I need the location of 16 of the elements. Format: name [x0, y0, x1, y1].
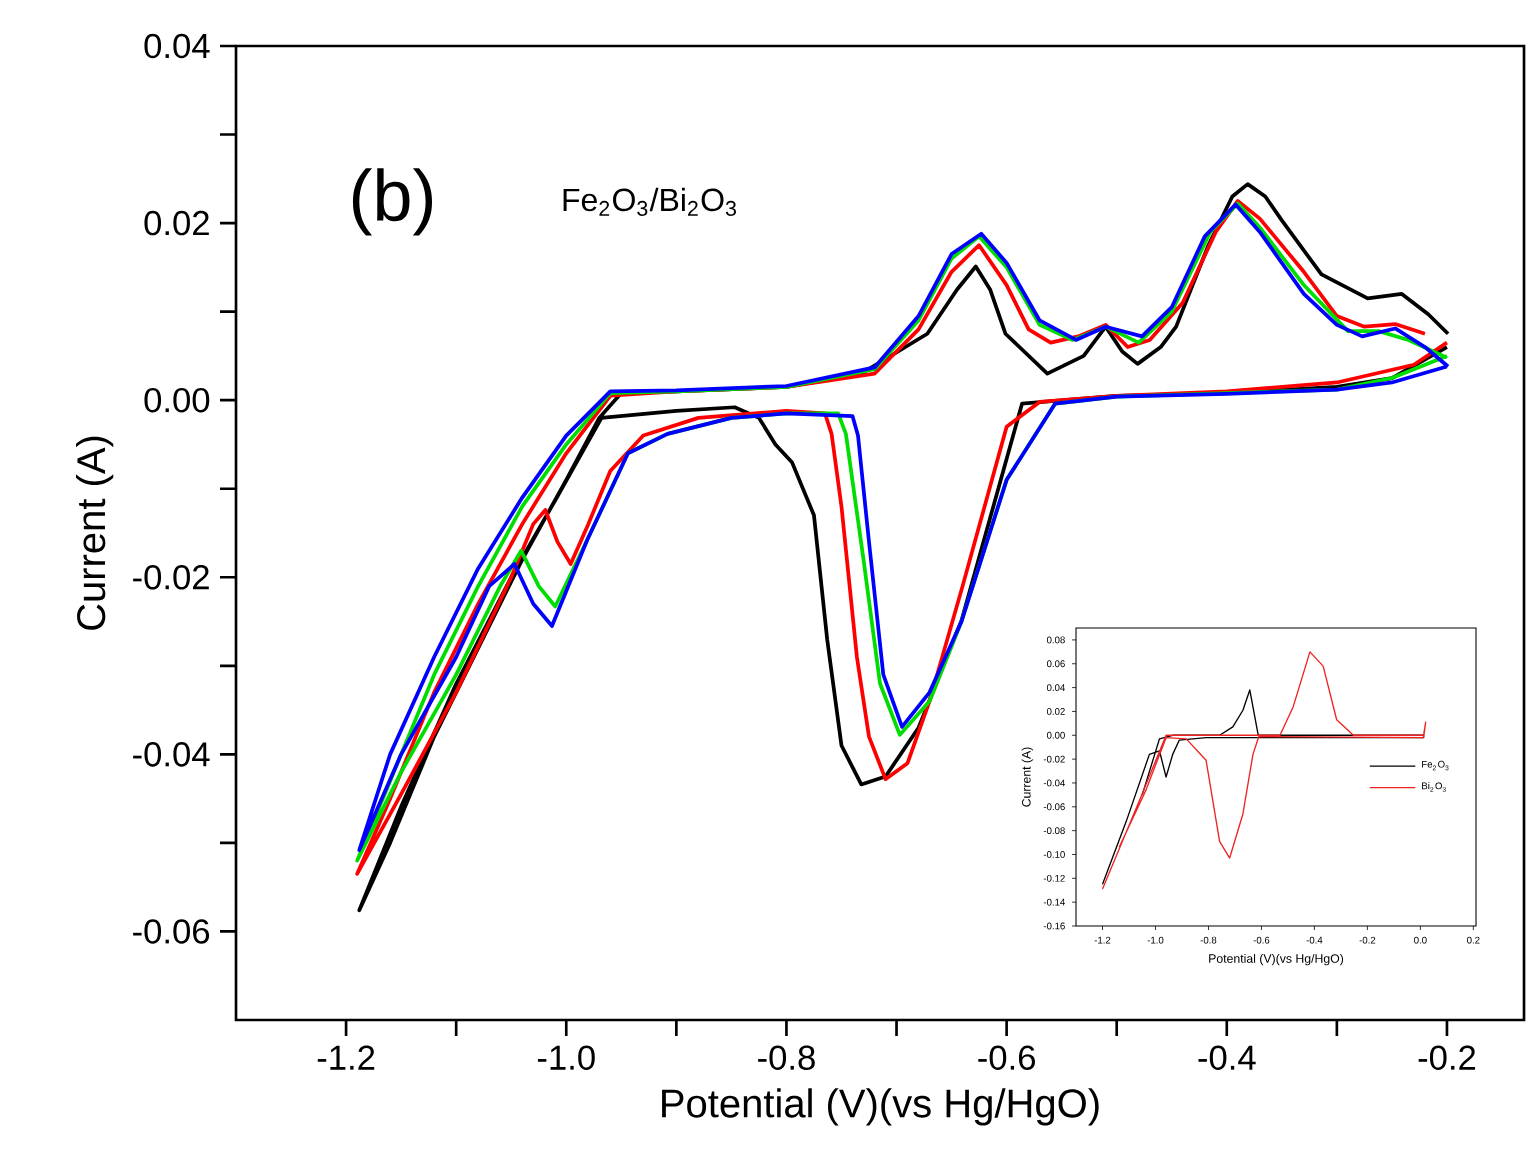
y-tick-label: -0.02 [133, 564, 209, 590]
y-tick-label: -0.04 [133, 742, 210, 767]
annotation: Fe$_{2}$O$_{3}$/Bi$_{2}$O$_{3}$ [563, 187, 736, 216]
y-tick-label: 0.02 [144, 210, 209, 236]
annotation: (b) [352, 168, 433, 236]
x-axis-title: Potential (V)(vs Hg/HgO) [662, 1088, 1099, 1126]
x-tick-label: -0.2 [1418, 1045, 1476, 1070]
y-tick-label: 0.00 [144, 387, 210, 413]
x-tick-label: -0.8 [758, 1045, 815, 1070]
y-tick-label: 0.04 [144, 33, 210, 59]
x-tick-label: -1.0 [537, 1045, 595, 1070]
y-tick-label: -0.06 [133, 919, 210, 944]
x-tick-label: -1.2 [317, 1045, 375, 1070]
y-axis-title: Current (A) [75, 436, 114, 630]
x-tick-label: -0.6 [978, 1045, 1035, 1070]
x-tick-label: -0.4 [1198, 1045, 1256, 1070]
